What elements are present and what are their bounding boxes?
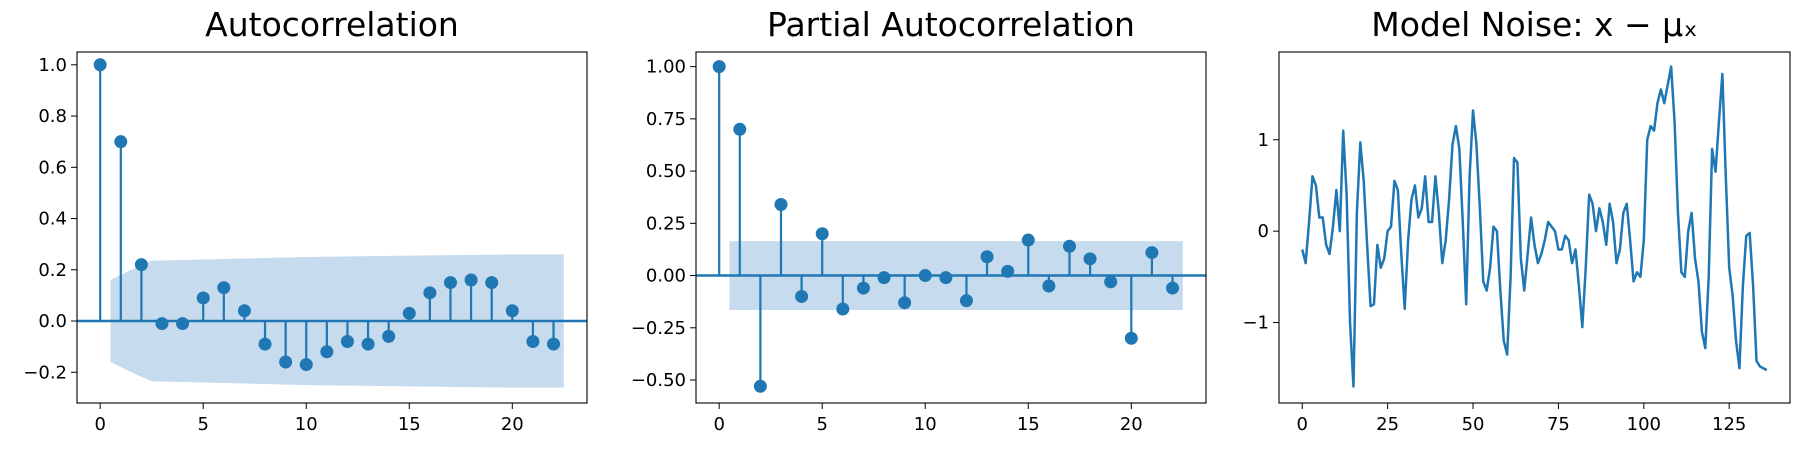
stem-marker (196, 291, 210, 305)
stem-marker (980, 250, 994, 264)
stem-marker (93, 58, 107, 72)
stem-marker (114, 135, 128, 149)
x-tick-label: 10 (295, 414, 318, 435)
x-tick-label: 10 (914, 414, 937, 435)
stem-marker (279, 355, 293, 369)
x-tick-label: 15 (398, 414, 421, 435)
x-tick-label: 5 (197, 414, 208, 435)
stem-marker (753, 379, 767, 393)
stem-marker (712, 60, 726, 74)
axes-frame (1278, 51, 1791, 404)
stem-marker (1145, 246, 1159, 260)
y-tick-label: 0.00 (646, 266, 686, 287)
stem-marker (836, 302, 850, 316)
y-tick-label: 0.50 (646, 161, 686, 182)
y-tick-label: 0.75 (646, 109, 686, 130)
y-tick-label: 1.00 (646, 57, 686, 78)
plot-area (77, 58, 587, 388)
stem-marker (258, 337, 272, 351)
stem-marker (505, 304, 519, 318)
stem-marker (361, 337, 375, 351)
x-tick-label: 0 (94, 414, 105, 435)
x-tick-label: 100 (1627, 414, 1661, 435)
x-tick-label: 0 (1297, 414, 1308, 435)
stem-marker (526, 335, 540, 349)
x-tick-label: 0 (713, 414, 724, 435)
x-tick-label: 75 (1547, 414, 1570, 435)
chart-title: Autocorrelation (205, 5, 459, 44)
x-tick-label: 20 (501, 414, 524, 435)
stem-marker (402, 306, 416, 320)
stem-marker (217, 281, 231, 295)
subplot: Autocorrelation 0 5 10 15 20 −0.2 0.0 0.2 0.4 0.6 0… (23, 5, 588, 435)
stem-marker (918, 269, 932, 283)
y-tick-label: 0.25 (646, 213, 686, 234)
x-tick-label: 20 (1120, 414, 1143, 435)
y-tick-label: −1 (1242, 313, 1269, 334)
stem-marker (320, 345, 334, 359)
stem-marker (299, 358, 313, 372)
stem-marker (547, 337, 561, 351)
stem-marker (939, 271, 953, 285)
stem-marker (1021, 233, 1035, 247)
y-tick-label: 0.0 (38, 311, 67, 332)
stem-marker (237, 304, 251, 318)
stem-marker (134, 258, 148, 272)
axes-frame (695, 51, 1207, 404)
subplot: Partial Autocorrelation 0 5 10 15 20 −0.50 −0.2… (631, 5, 1207, 435)
chart-title: Model Noise: x − μₓ (1371, 5, 1698, 44)
stem-marker (959, 294, 973, 308)
stem-marker (1104, 275, 1118, 289)
stem-marker (176, 317, 190, 331)
x-tick-label: 15 (1017, 414, 1040, 435)
plot-area (696, 60, 1206, 393)
y-tick-label: 0.2 (38, 260, 67, 281)
y-tick-label: 0.4 (38, 209, 67, 230)
chart-title: Partial Autocorrelation (767, 5, 1135, 44)
stem-marker (898, 296, 912, 310)
stem-marker (1166, 281, 1180, 295)
noise-line (1301, 65, 1768, 388)
x-tick-label: 50 (1462, 414, 1485, 435)
plot-area (1301, 65, 1768, 388)
stem-marker (1083, 252, 1097, 266)
stem-marker (815, 227, 829, 241)
stem-marker (423, 286, 437, 300)
stem-marker (733, 122, 747, 136)
y-tick-label: 0 (1258, 221, 1269, 242)
x-tick-label: 25 (1376, 414, 1399, 435)
stem-marker (464, 273, 478, 287)
y-tick-label: 1.0 (38, 55, 67, 76)
stem-marker (485, 276, 499, 290)
y-tick-label: −0.25 (631, 318, 686, 339)
y-tick-label: −0.50 (631, 370, 686, 391)
x-tick-label: 5 (816, 414, 827, 435)
stem-marker (443, 276, 457, 290)
stem-marker (795, 289, 809, 303)
y-tick-label: 0.8 (38, 106, 67, 127)
stem-marker (1062, 239, 1076, 253)
x-tick-label: 125 (1712, 414, 1746, 435)
stem-marker (1042, 279, 1056, 293)
stem-marker (774, 198, 788, 212)
axes-frame (76, 51, 588, 404)
stem-marker (877, 271, 891, 285)
y-tick-label: 1 (1258, 130, 1269, 151)
stem-marker (1124, 331, 1138, 345)
stem-marker (155, 317, 169, 331)
subplot: Model Noise: x − μₓ 0 25 50 75 100 125 −1 0 1 (1242, 5, 1791, 435)
stem-marker (1001, 264, 1015, 278)
stem-marker (340, 335, 354, 349)
y-tick-label: 0.6 (38, 157, 67, 178)
stem-marker (382, 329, 396, 343)
stem-marker (856, 281, 870, 295)
y-tick-label: −0.2 (23, 362, 67, 383)
